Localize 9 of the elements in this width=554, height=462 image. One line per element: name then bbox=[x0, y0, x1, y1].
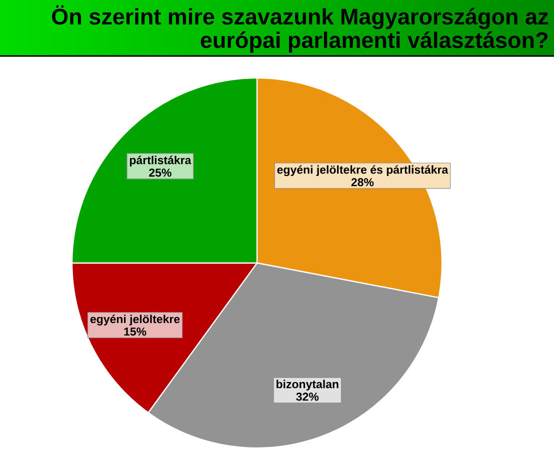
data-label: 25% bbox=[149, 168, 172, 177]
chart-title: Ön szerint mire szavazunk Magyarországon az európai parlamenti választáson? bbox=[52, 5, 548, 53]
data-label: 15% bbox=[124, 328, 146, 336]
slice-label: egyéni jelöltekre és pártlistákra bbox=[277, 165, 448, 176]
slice-label: bizonytalan bbox=[276, 380, 338, 391]
data-label: 28% bbox=[351, 178, 374, 186]
slice-label: pártlistákra bbox=[130, 156, 192, 166]
data-label: 32% bbox=[296, 392, 319, 401]
slice-label: egyéni jelöltekre bbox=[90, 314, 180, 326]
